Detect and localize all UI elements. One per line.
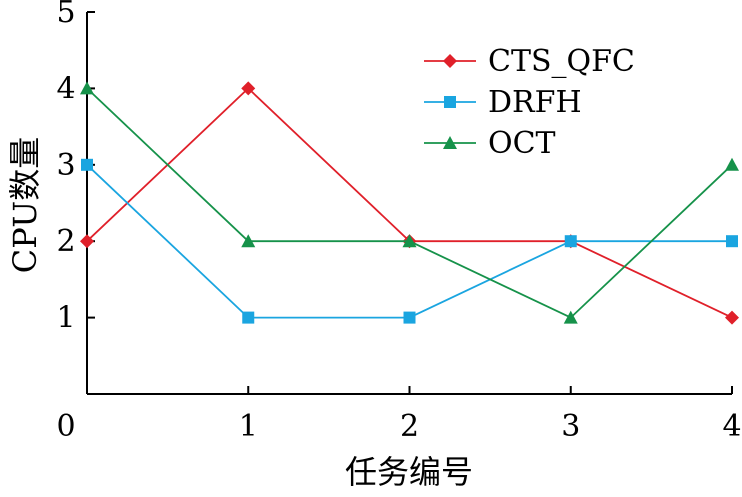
- legend-item-cts-qfc: CTS_QFC: [424, 44, 635, 79]
- data-point-oct: [80, 81, 94, 95]
- x-tick-label: 4: [722, 409, 741, 444]
- y-tick-label: 3: [56, 148, 75, 183]
- series-oct: [80, 81, 739, 324]
- series: [80, 81, 739, 325]
- y-tick-label: 2: [56, 224, 75, 259]
- series-line-oct: [86, 87, 733, 319]
- legend-label: DRFH: [488, 85, 582, 120]
- data-point-cts-qfc: [80, 234, 94, 249]
- data-point-oct: [725, 157, 739, 171]
- y-tick-label: 1: [56, 301, 75, 336]
- data-point-drfh: [726, 235, 738, 248]
- series-drfh: [81, 158, 738, 324]
- x-tick-label: 2: [400, 409, 419, 444]
- data-point-oct: [563, 310, 578, 324]
- legend-item-drfh: DRFH: [424, 85, 582, 120]
- legend-marker-cts-qfc: [443, 54, 457, 68]
- legend: CTS_QFC DRFH OCT: [424, 44, 635, 161]
- axes: [86, 12, 732, 395]
- data-point-drfh: [564, 235, 577, 248]
- x-tick-label: 1: [239, 409, 258, 444]
- y-tick-label: 5: [56, 0, 75, 30]
- data-point-drfh: [403, 311, 416, 324]
- legend-label: CTS_QFC: [488, 44, 635, 79]
- data-point-drfh: [242, 311, 255, 324]
- legend-marker-drfh: [444, 96, 456, 108]
- x-tick-label: 0: [56, 409, 75, 444]
- y-tick-label: 4: [56, 71, 75, 106]
- legend-label: OCT: [488, 126, 556, 161]
- data-point-oct: [402, 234, 417, 248]
- data-point-drfh: [81, 158, 93, 171]
- series-line-cts-qfc: [86, 87, 733, 319]
- legend-item-oct: OCT: [424, 126, 556, 161]
- data-point-cts-qfc: [241, 81, 256, 96]
- x-axis-title: 任务编号: [345, 453, 473, 491]
- y-axis-title: CPU数量: [6, 137, 44, 273]
- series-cts-qfc: [80, 81, 739, 325]
- ticks: 0 1 2 3 4 1 2 3 4 5: [56, 0, 741, 444]
- data-point-oct: [241, 234, 256, 248]
- data-point-cts-qfc: [725, 310, 739, 325]
- x-tick-label: 3: [561, 409, 580, 444]
- legend-marker-oct: [443, 136, 457, 149]
